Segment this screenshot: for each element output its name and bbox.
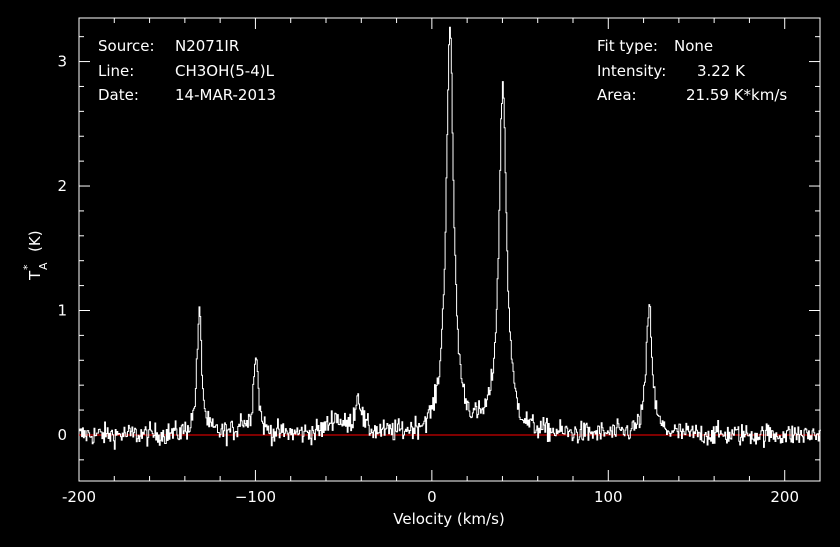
area-key: Area: — [597, 86, 637, 104]
plot-frame — [78, 17, 821, 482]
source-key: Source: — [98, 37, 155, 55]
fit-type-key: Fit type: — [597, 37, 658, 55]
x-tick-label: 0 — [427, 488, 437, 506]
fit-type-value: None — [674, 37, 713, 55]
y-tick-label: 1 — [57, 301, 67, 319]
y-axis-label: T * A (K) — [21, 230, 50, 281]
axis-ticks — [78, 18, 821, 481]
spectrum-series-line — [79, 26, 821, 450]
x-tick-label: 100 — [594, 488, 623, 506]
axis-tick-labels: -200 −100 0 100 200 0 1 2 3 — [57, 53, 799, 506]
intensity-key: Intensity: — [597, 62, 666, 80]
x-tick-label: -200 — [62, 488, 96, 506]
intensity-value: 3.22 K — [697, 62, 746, 80]
x-tick-label: 200 — [770, 488, 799, 506]
line-value: CH3OH(5-4)L — [175, 62, 275, 80]
date-value: 14-MAR-2013 — [175, 86, 276, 104]
source-value: N2071IR — [175, 37, 239, 55]
y-tick-label: 2 — [57, 177, 67, 195]
y-tick-label: 3 — [57, 53, 67, 71]
y-tick-label: 0 — [57, 426, 67, 444]
y-axis-label-sub: A — [37, 262, 50, 270]
y-axis-label-sup: * — [21, 264, 34, 270]
x-tick-label: −100 — [235, 488, 276, 506]
date-key: Date: — [98, 86, 139, 104]
x-axis-label: Velocity (km/s) — [393, 510, 504, 528]
y-axis-label-unit: (K) — [26, 230, 44, 252]
line-key: Line: — [98, 62, 134, 80]
area-value: 21.59 K*km/s — [686, 86, 787, 104]
y-axis-label-main: T — [26, 270, 44, 281]
